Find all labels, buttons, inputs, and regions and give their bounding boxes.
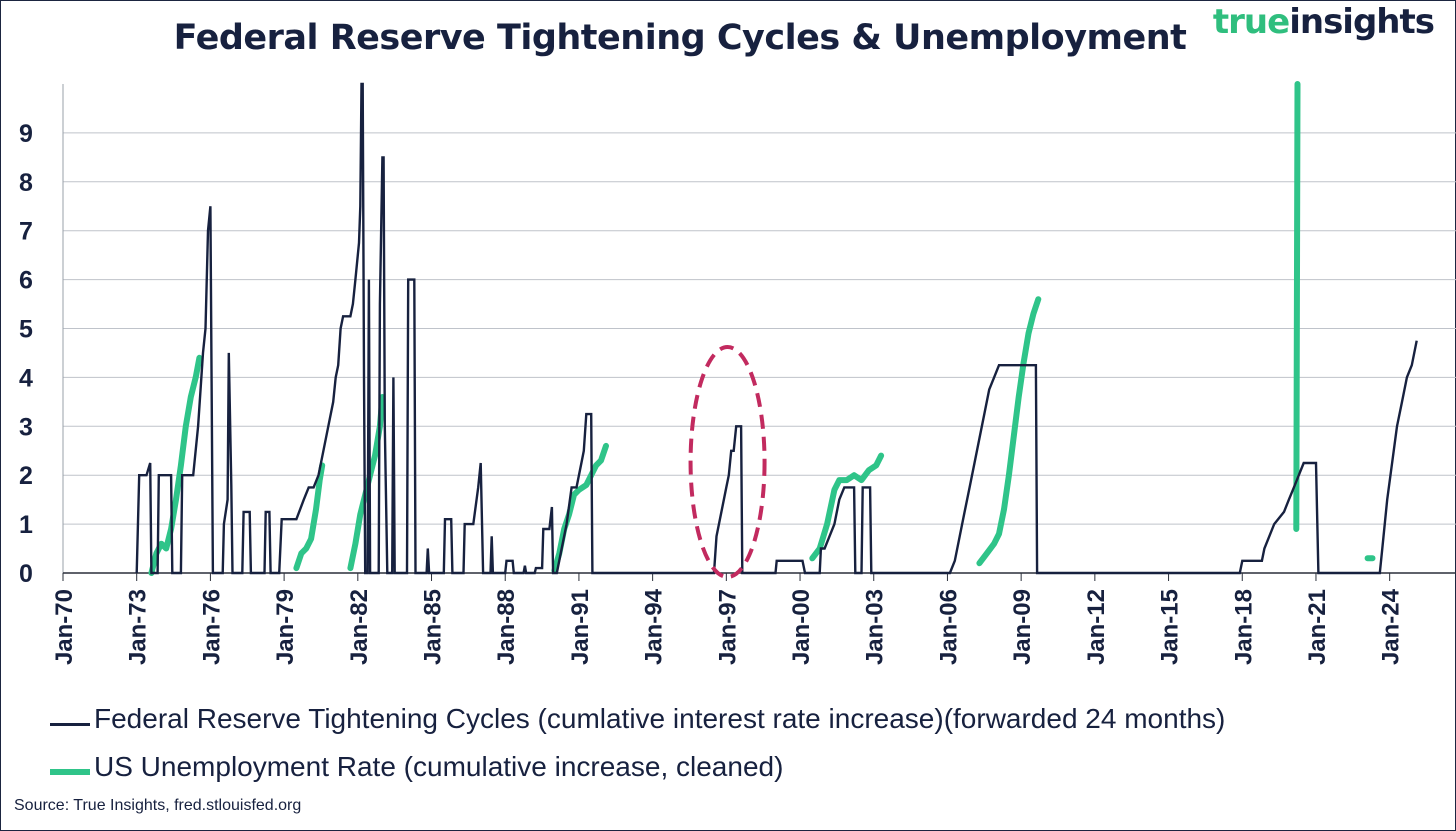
y-tick-label: 6 bbox=[19, 267, 33, 295]
highlight-ellipse bbox=[688, 344, 767, 579]
x-tick-label: Jan-03 bbox=[862, 589, 889, 665]
y-tick-label: 0 bbox=[19, 560, 33, 588]
fed-tightening-series-line bbox=[135, 82, 1418, 575]
logo-part-insights: insights bbox=[1289, 2, 1435, 42]
x-tick-label: Jan-73 bbox=[125, 589, 152, 665]
x-tick-label: Jan-88 bbox=[493, 589, 520, 665]
y-tick-label: 1 bbox=[19, 511, 33, 539]
x-tick-label: Jan-21 bbox=[1304, 589, 1331, 665]
x-tick-label: Jan-06 bbox=[935, 589, 962, 665]
x-tick-label: Jan-12 bbox=[1083, 589, 1110, 665]
legend-label-fed: Federal Reserve Tightening Cycles (cumla… bbox=[94, 703, 1226, 734]
chart-title: Federal Reserve Tightening Cycles & Unem… bbox=[173, 18, 1187, 58]
source-note: Source: True Insights, fred.stlouisfed.o… bbox=[14, 797, 302, 814]
y-tick-label: 5 bbox=[19, 316, 33, 344]
x-tick-label: Jan-76 bbox=[198, 589, 225, 665]
y-tick-label: 3 bbox=[19, 413, 33, 441]
y-tick-label: 8 bbox=[19, 169, 33, 197]
x-tick-label: Jan-94 bbox=[641, 588, 668, 665]
unemployment-series-segment-0 bbox=[148, 354, 203, 576]
unemployment-series-segment-1 bbox=[293, 462, 326, 572]
logo-part-true: true bbox=[1212, 2, 1290, 42]
legend-swatch-unemployment bbox=[50, 769, 90, 775]
grid-lines bbox=[62, 84, 1456, 574]
unemployment-series-segment-6 bbox=[1293, 81, 1301, 532]
x-tick-label: Jan-97 bbox=[714, 589, 741, 665]
unemployment-series-segment-4 bbox=[809, 452, 885, 562]
x-axis-ticks: Jan-70 Jan-73 Jan-76 Jan-79 Jan-82 Jan-85 Jan-… bbox=[51, 573, 1405, 665]
x-tick-label: Jan-70 bbox=[51, 589, 78, 665]
unemployment-series-segment-3 bbox=[551, 442, 609, 574]
brand-logo: trueinsights bbox=[1212, 2, 1435, 42]
x-tick-label: Jan-85 bbox=[420, 589, 447, 665]
legend-swatch-fed bbox=[50, 723, 90, 726]
y-tick-label: 7 bbox=[19, 218, 33, 246]
x-tick-label: Jan-79 bbox=[272, 589, 299, 665]
x-tick-label: Jan-24 bbox=[1378, 588, 1405, 665]
y-axis-ticks: 0 1 2 3 4 5 6 7 8 9 bbox=[19, 120, 33, 588]
unemployment-series-segment-2 bbox=[347, 394, 386, 572]
unemployment-series-segment-5 bbox=[976, 296, 1042, 567]
series-lines bbox=[135, 81, 1418, 576]
x-tick-label: Jan-91 bbox=[567, 589, 594, 665]
y-tick-label: 9 bbox=[19, 120, 33, 148]
x-tick-label: Jan-82 bbox=[346, 589, 373, 665]
y-tick-label: 2 bbox=[19, 462, 33, 490]
legend-label-unemployment: US Unemployment Rate (cumulative increas… bbox=[94, 751, 784, 782]
x-tick-label: Jan-15 bbox=[1157, 589, 1184, 665]
x-tick-label: Jan-09 bbox=[1009, 589, 1036, 665]
x-tick-label: Jan-18 bbox=[1230, 589, 1257, 665]
y-tick-label: 4 bbox=[19, 364, 33, 392]
x-tick-label: Jan-00 bbox=[788, 589, 815, 665]
